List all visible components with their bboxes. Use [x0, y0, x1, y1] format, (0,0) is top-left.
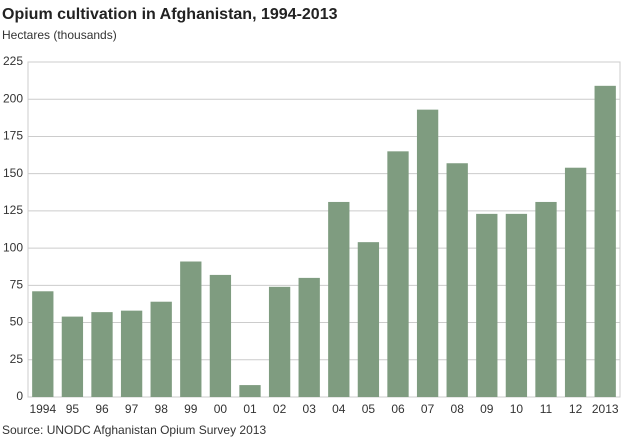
- y-tick-label: 225: [3, 54, 23, 68]
- x-tick-label: 95: [66, 402, 80, 416]
- y-tick-label: 125: [3, 203, 23, 217]
- x-tick-label: 96: [95, 402, 109, 416]
- bar: [298, 277, 320, 397]
- x-tick-label: 05: [362, 402, 376, 416]
- x-tick-label: 99: [184, 402, 198, 416]
- bar: [328, 201, 350, 397]
- bar: [446, 163, 468, 397]
- bar: [268, 286, 291, 397]
- y-tick-label: 0: [16, 389, 23, 403]
- bar: [476, 213, 498, 397]
- y-tick-label: 25: [10, 352, 24, 366]
- bar: [535, 201, 557, 397]
- bar: [91, 312, 113, 397]
- bar: [150, 301, 172, 397]
- bar: [564, 167, 587, 397]
- x-tick-label: 03: [303, 402, 317, 416]
- y-tick-label: 150: [3, 166, 23, 180]
- x-tick-label: 01: [243, 402, 257, 416]
- x-tick-label: 02: [273, 402, 287, 416]
- bar: [387, 151, 409, 397]
- x-tick-label: 11: [540, 402, 553, 416]
- bar: [239, 385, 261, 397]
- x-tick-label: 97: [125, 402, 139, 416]
- x-tick-label: 10: [510, 402, 524, 416]
- bar: [594, 85, 616, 398]
- bar: [180, 261, 202, 397]
- x-tick-label: 07: [421, 402, 435, 416]
- bar: [357, 242, 380, 397]
- x-tick-label: 09: [480, 402, 494, 416]
- y-tick-label: 100: [3, 240, 23, 254]
- x-tick-label: 98: [155, 402, 169, 416]
- y-tick-label: 50: [10, 315, 24, 329]
- bar: [32, 291, 54, 397]
- y-tick-label: 75: [10, 278, 24, 292]
- x-tick-label: 04: [332, 402, 346, 416]
- bar: [416, 109, 439, 398]
- bar: [61, 316, 84, 397]
- y-tick-label: 175: [3, 129, 23, 143]
- y-tick-label: 200: [3, 91, 23, 105]
- chart-source: Source: UNODC Afghanistan Opium Survey 2…: [2, 423, 266, 437]
- x-tick-label: 08: [451, 402, 465, 416]
- x-tick-label: 12: [569, 402, 583, 416]
- bar: [505, 213, 528, 397]
- chart-subtitle: Hectares (thousands): [2, 28, 117, 42]
- bar: [209, 274, 232, 397]
- chart-title: Opium cultivation in Afghanistan, 1994-2…: [2, 6, 338, 23]
- x-tick-label: 00: [214, 402, 228, 416]
- x-tick-label: 1994: [29, 402, 56, 416]
- bar: [120, 310, 143, 397]
- x-tick-label: 06: [391, 402, 405, 416]
- x-tick-label: 2013: [592, 402, 619, 416]
- plot-frame: [27, 61, 621, 398]
